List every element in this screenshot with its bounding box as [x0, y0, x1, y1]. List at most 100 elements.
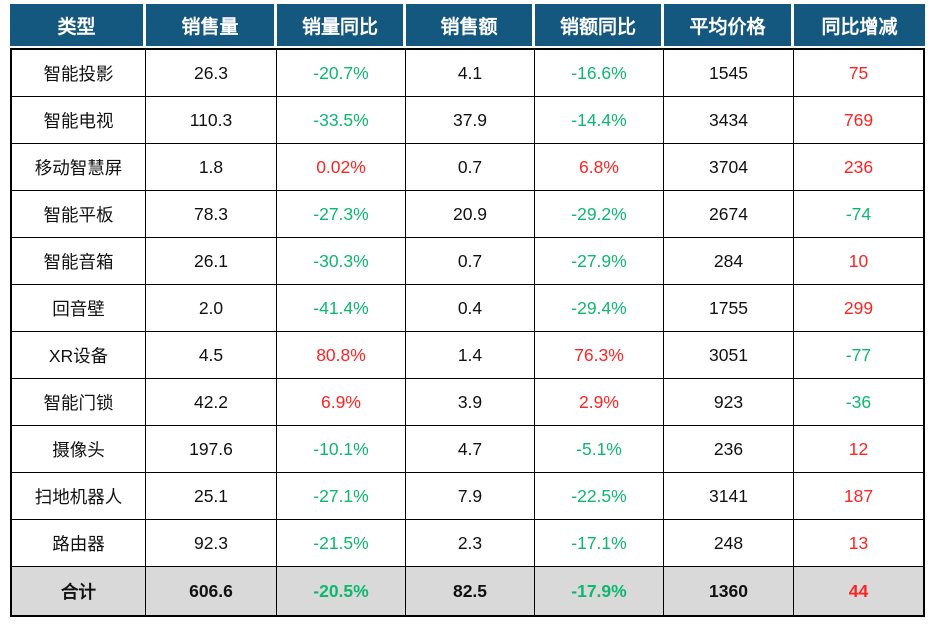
table-row: 回音壁 2.0 -41.4% 0.4 -29.4% 1755 299: [10, 285, 925, 332]
table-row: 移动智慧屏 1.8 0.02% 0.7 6.8% 3704 236: [10, 144, 925, 191]
table-cell: 26.1: [146, 238, 277, 285]
table-cell: -41.4%: [277, 285, 406, 332]
table-cell: -17.1%: [535, 520, 664, 567]
table-cell: -22.5%: [535, 473, 664, 520]
table-cell: 187: [794, 473, 925, 520]
table-row: 智能门锁 42.2 6.9% 3.9 2.9% 923 -36: [10, 379, 925, 426]
table-cell: -77: [794, 332, 925, 379]
table-cell: 92.3: [146, 520, 277, 567]
table-cell: 76.3%: [535, 332, 664, 379]
table-cell: 3704: [664, 144, 794, 191]
table-cell: 2674: [664, 191, 794, 238]
table-row: 智能平板 78.3 -27.3% 20.9 -29.2% 2674 -74: [10, 191, 925, 238]
table-cell: 923: [664, 379, 794, 426]
table-cell: 4.5: [146, 332, 277, 379]
table-cell: -20.7%: [277, 48, 406, 97]
table-cell: 78.3: [146, 191, 277, 238]
table-cell: 110.3: [146, 97, 277, 144]
table-cell: 0.4: [406, 285, 535, 332]
row-label: 回音壁: [10, 285, 146, 332]
column-header-4: 销额同比: [535, 4, 664, 48]
table-cell: -10.1%: [277, 426, 406, 473]
table-cell: 606.6: [146, 567, 277, 617]
table-cell: 236: [794, 144, 925, 191]
table-row: 扫地机器人 25.1 -27.1% 7.9 -22.5% 3141 187: [10, 473, 925, 520]
table-cell: 3.9: [406, 379, 535, 426]
table-cell: 2.3: [406, 520, 535, 567]
table-cell: 0.7: [406, 238, 535, 285]
table-cell: -27.1%: [277, 473, 406, 520]
table-cell: 6.8%: [535, 144, 664, 191]
table-cell: 7.9: [406, 473, 535, 520]
table-cell: 1545: [664, 48, 794, 97]
table-header: 类型 销售量 销量同比 销售额 销额同比 平均价格 同比增减: [10, 4, 925, 48]
table-cell: -27.9%: [535, 238, 664, 285]
table-row: 智能电视 110.3 -33.5% 37.9 -14.4% 3434 769: [10, 97, 925, 144]
row-label: 智能电视: [10, 97, 146, 144]
total-row: 合计 606.6 -20.5% 82.5 -17.9% 1360 44: [10, 567, 925, 617]
table-cell: 12: [794, 426, 925, 473]
table-cell: 769: [794, 97, 925, 144]
table-row: XR设备 4.5 80.8% 1.4 76.3% 3051 -77: [10, 332, 925, 379]
table-cell: 197.6: [146, 426, 277, 473]
table-cell: 75: [794, 48, 925, 97]
table-cell: 4.7: [406, 426, 535, 473]
row-label: 扫地机器人: [10, 473, 146, 520]
table-cell: -74: [794, 191, 925, 238]
table-cell: 26.3: [146, 48, 277, 97]
table-cell: 42.2: [146, 379, 277, 426]
table-cell: -17.9%: [535, 567, 664, 617]
table-cell: 80.8%: [277, 332, 406, 379]
table-cell: 2.9%: [535, 379, 664, 426]
table-cell: 1755: [664, 285, 794, 332]
table-cell: 299: [794, 285, 925, 332]
table-cell: 25.1: [146, 473, 277, 520]
table-cell: -29.2%: [535, 191, 664, 238]
column-header-1: 销售量: [146, 4, 277, 48]
row-label: 智能平板: [10, 191, 146, 238]
table-cell: 4.1: [406, 48, 535, 97]
row-label: 智能投影: [10, 48, 146, 97]
table-cell: -16.6%: [535, 48, 664, 97]
row-label: 路由器: [10, 520, 146, 567]
table-body: 智能投影 26.3 -20.7% 4.1 -16.6% 1545 75 智能电视 110.3 -3…: [10, 48, 925, 617]
table-cell: -20.5%: [277, 567, 406, 617]
table-cell: 37.9: [406, 97, 535, 144]
table-cell: 3051: [664, 332, 794, 379]
table-cell: 236: [664, 426, 794, 473]
column-header-6: 同比增减: [794, 4, 925, 48]
table-cell: -36: [794, 379, 925, 426]
table-cell: 1.8: [146, 144, 277, 191]
table-cell: 82.5: [406, 567, 535, 617]
column-header-2: 销量同比: [277, 4, 406, 48]
row-label: 合计: [10, 567, 146, 617]
table-cell: 10: [794, 238, 925, 285]
table-cell: 284: [664, 238, 794, 285]
table-cell: 13: [794, 520, 925, 567]
column-header-0: 类型: [10, 4, 146, 48]
table-row: 摄像头 197.6 -10.1% 4.7 -5.1% 236 12: [10, 426, 925, 473]
row-label: 智能门锁: [10, 379, 146, 426]
sales-table: 类型 销售量 销量同比 销售额 销额同比 平均价格 同比增减 智能投影 26.3 -20.7% 4…: [10, 4, 925, 617]
table-cell: 3141: [664, 473, 794, 520]
table-cell: 20.9: [406, 191, 535, 238]
table-cell: 1.4: [406, 332, 535, 379]
table-cell: 44: [794, 567, 925, 617]
row-label: 智能音箱: [10, 238, 146, 285]
table-row: 路由器 92.3 -21.5% 2.3 -17.1% 248 13: [10, 520, 925, 567]
table-cell: 2.0: [146, 285, 277, 332]
table-cell: -21.5%: [277, 520, 406, 567]
row-label: 移动智慧屏: [10, 144, 146, 191]
table-cell: 1360: [664, 567, 794, 617]
table-cell: -27.3%: [277, 191, 406, 238]
table-cell: -33.5%: [277, 97, 406, 144]
table-cell: -14.4%: [535, 97, 664, 144]
column-header-3: 销售额: [406, 4, 535, 48]
table-cell: 248: [664, 520, 794, 567]
table-cell: 0.7: [406, 144, 535, 191]
table-cell: -29.4%: [535, 285, 664, 332]
table-cell: -5.1%: [535, 426, 664, 473]
table-cell: 6.9%: [277, 379, 406, 426]
row-label: 摄像头: [10, 426, 146, 473]
